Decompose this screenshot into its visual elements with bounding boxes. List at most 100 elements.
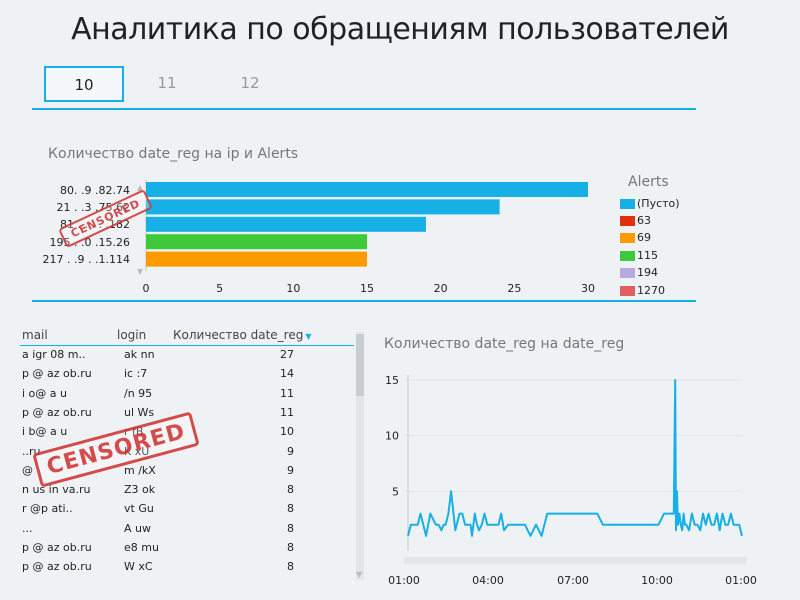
bar-chart-title: Количество date_reg на ip и Alerts [48,146,299,162]
section-divider [32,300,696,302]
table-cell-login: ul Ws [124,405,155,419]
table-cell-mail: ... [22,521,33,535]
x-tick-label: 25 [507,282,521,295]
bar[interactable] [146,182,588,197]
table-cell-count: 8 [287,483,294,497]
tabs-divider [32,108,696,110]
y-tick-label: 10 [385,430,399,443]
x-tick-label: 0 [143,282,150,295]
legend-swatch [620,251,635,261]
table-header-divider [20,345,354,346]
table-cell-mail: p @ az ob.ru [22,367,92,381]
legend-item[interactable]: 115 [620,249,658,263]
bar-ylabel: 195 . .0 .15.26 [49,236,130,249]
table-cell-mail: n us in va.ru [22,483,91,497]
bar[interactable] [146,234,367,250]
x-tick-label: 01:00 [725,574,757,587]
table-cell-count: 11 [280,386,294,400]
tab-11[interactable]: 11 [157,74,177,92]
table-cell-login: A uw [124,521,151,535]
bar[interactable] [146,216,426,232]
table-cell-count: 14 [280,367,294,381]
y-tick-label: 15 [385,374,399,387]
legend-label: 115 [637,249,658,262]
legend-item[interactable]: 1270 [620,284,665,298]
bar-ylabel: 217 . .9 . .1.114 [42,253,130,266]
table-cell-mail: p @ az ob.ru [22,560,92,574]
legend-label: 63 [637,214,651,227]
tab-12[interactable]: 12 [240,74,260,92]
y-tick-label: 5 [392,485,399,498]
bar-chart-plot: 0 5 10 15 20 25 30 [143,180,595,295]
x-tick-label: 30 [581,282,595,295]
legend-swatch [620,268,635,278]
table-cell-login: r fB [124,425,144,439]
bar[interactable] [146,199,500,215]
table-cell-count: 9 [287,463,294,477]
legend-swatch [620,216,635,226]
legend-item[interactable]: (Пусто) [620,197,680,211]
legend-label: 194 [637,266,658,279]
table-cell-count: 8 [287,541,294,554]
table-cell-mail: i o@ a u [22,386,67,400]
table-scrollbar-thumb[interactable] [356,334,364,396]
table-cell-count: 8 [287,560,294,574]
line-chart-plot: 5 10 15 01:00 04:00 07:00 10:00 01:00 [385,374,757,587]
table-cell-login: e8 mu [124,541,159,554]
table-cell-count: 10 [280,425,294,439]
table-cell-count: 8 [287,521,294,535]
line-series[interactable] [407,379,743,537]
table-cell-login: vt Gu [124,502,154,516]
table-scroll-down-icon[interactable]: ▼ [356,570,363,579]
table-cell-login: ic :7 [124,367,148,381]
table-cell-count: 11 [280,405,294,419]
bar[interactable] [146,251,367,267]
table-cell-mail: a igr 08 m.. [22,348,86,361]
line-chart-title: Количество date_reg на date_reg [384,336,625,352]
legend-label: (Пусто) [637,197,680,210]
legend-swatch [620,286,635,296]
table-cell-mail: r @p ati.. [22,502,73,516]
x-tick-label: 01:00 [388,574,420,587]
time-scrollbar[interactable] [404,557,746,564]
column-header-login[interactable]: login [117,328,147,342]
bar-scroll-down-icon[interactable]: ▼ [137,267,144,276]
bar-ylabel: 81 . . . . .182 [60,218,130,231]
x-tick-label: 10:00 [641,574,673,587]
table-cell-login: m /kX [124,463,156,477]
table-cell-count: 8 [287,502,294,516]
column-header-count[interactable]: Количество date_reg ▼ [173,328,312,342]
sort-desc-icon[interactable]: ▼ [305,332,312,341]
x-tick-label: 10 [286,282,300,295]
page-title: Аналитика по обращениям пользователей [71,12,729,47]
table-cell-count: 9 [287,444,294,458]
table-cell-login: ak nn [124,348,155,361]
table-cell-mail: p @ az ob.ru [22,405,92,419]
table-cell-login: K xU [124,444,150,458]
table-cell-login: /n 95 [124,386,153,400]
table-cell-mail: ..ru [22,444,41,458]
legend-label: 69 [637,231,651,244]
table-cell-login: W xC [124,560,153,574]
table-cell-login: Z3 ok [124,483,156,497]
legend-item[interactable]: 194 [620,266,658,280]
column-header-count-label: Количество date_reg [173,328,304,342]
legend-item[interactable]: 63 [620,214,651,228]
bar-ylabel: 21 . .3 .75.62 [56,201,130,214]
censored-stamp: CENSORED [32,411,201,488]
table-cell-mail: @ [22,463,33,477]
tab-10[interactable]: 10 [44,66,124,102]
bar-scroll-up-icon[interactable]: ▲ [137,183,144,192]
x-tick-label: 5 [216,282,223,295]
legend-item[interactable]: 69 [620,231,651,245]
table-cell-mail: p @ az ob.ru [22,541,92,554]
column-header-mail[interactable]: mail [22,328,48,342]
legend-title: Alerts [628,174,669,190]
x-tick-label: 04:00 [472,574,504,587]
table-cell-mail: i b@ a u [22,425,68,439]
table-scrollbar[interactable] [356,332,364,580]
legend-swatch [620,233,635,243]
legend-label: 1270 [637,284,665,297]
legend-swatch [620,199,635,209]
x-tick-label: 20 [434,282,448,295]
